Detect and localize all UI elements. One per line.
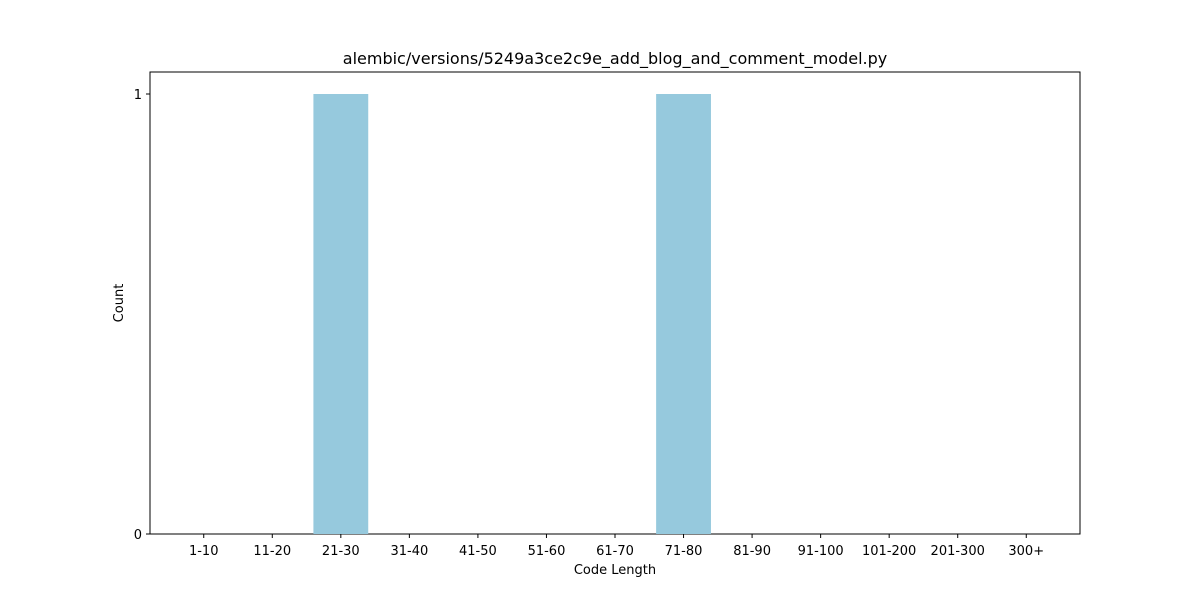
x-tick-label: 21-30: [322, 544, 360, 559]
y-tick-label: 1: [134, 88, 142, 103]
x-tick-label: 41-50: [459, 544, 497, 559]
x-tick-label: 31-40: [390, 544, 428, 559]
x-axis-label: Code Length: [574, 563, 656, 578]
x-tick-label: 300+: [1008, 544, 1044, 559]
x-ticks: 1-10 11-20 21-30 31-40 41-50 51-60 61-70 71-80 8…: [189, 534, 1044, 559]
chart-title: alembic/versions/5249a3ce2c9e_add_blog_a…: [343, 49, 887, 69]
x-tick-label: 81-90: [733, 544, 771, 559]
x-tick-label: 201-300: [931, 544, 985, 559]
x-tick-label: 61-70: [596, 544, 634, 559]
y-axis-label: Count: [112, 284, 127, 323]
x-tick-label: 51-60: [528, 544, 566, 559]
plot-frame: [149, 71, 1081, 535]
x-tick-label: 11-20: [253, 544, 291, 559]
y-ticks: 01: [134, 88, 150, 543]
bars-layer: [313, 94, 711, 534]
bar-71-80: [656, 94, 711, 534]
x-tick-label: 1-10: [189, 544, 219, 559]
y-tick-label: 0: [134, 528, 142, 543]
x-tick-label: 71-80: [665, 544, 703, 559]
bar-21-30: [313, 94, 369, 534]
x-tick-label: 101-200: [862, 544, 916, 559]
x-tick-label: 91-100: [798, 544, 844, 559]
